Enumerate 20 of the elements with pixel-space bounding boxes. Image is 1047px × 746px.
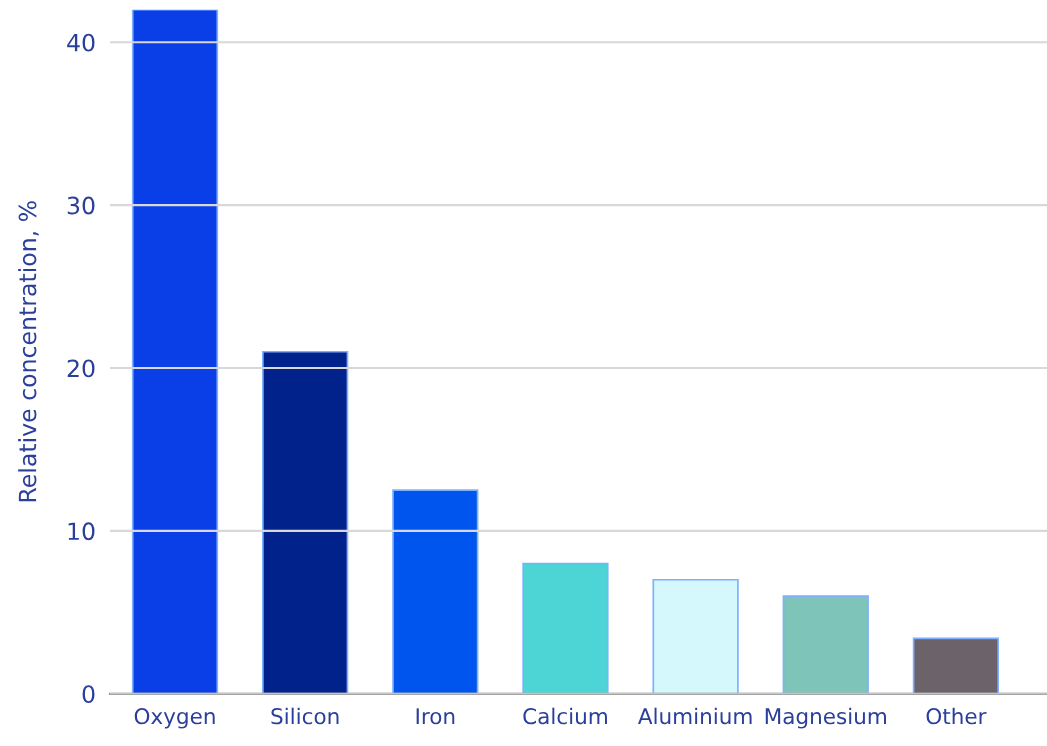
y-axis-title: Relative concentration, %	[18, 201, 39, 502]
y-tick-label: 0	[82, 685, 95, 704]
x-tick-label: Iron	[416, 708, 455, 725]
bar	[262, 350, 349, 694]
x-tick-label: Other	[926, 707, 987, 725]
y-tick-label: 40	[67, 33, 95, 52]
y-tick-label: 10	[68, 522, 95, 541]
x-tick-label: Magnesium	[765, 707, 886, 729]
x-tick-label: Calcium	[523, 707, 607, 725]
x-tick-label: Oxygen	[134, 708, 215, 729]
bar	[912, 637, 1000, 694]
bar	[522, 562, 609, 694]
y-tick-label: 20	[67, 359, 95, 378]
x-tick-label: Aluminium	[638, 707, 752, 725]
bar	[782, 595, 869, 694]
x-tick-label: Silicon	[271, 707, 339, 725]
y-tick-label: 30	[67, 196, 95, 215]
bar	[652, 578, 739, 694]
bar	[131, 9, 219, 694]
bar	[392, 489, 479, 694]
